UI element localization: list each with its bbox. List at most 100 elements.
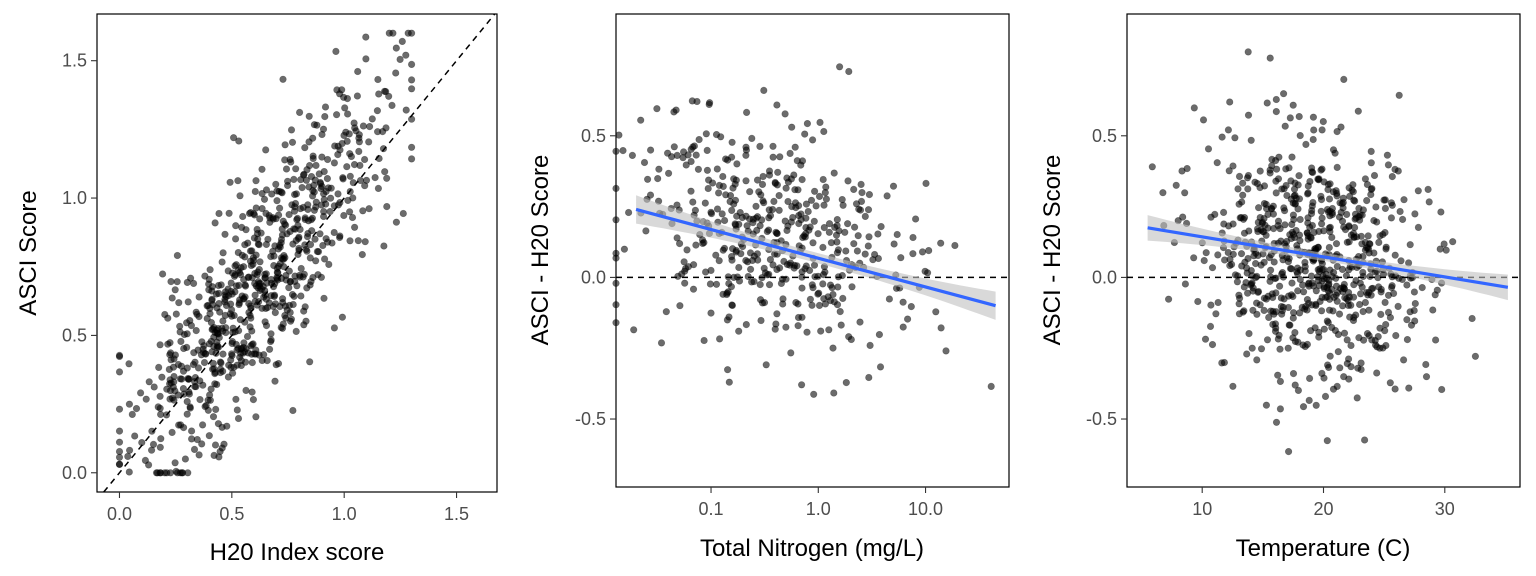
data-point	[241, 281, 249, 289]
data-point	[1218, 133, 1226, 141]
data-point	[1325, 195, 1334, 203]
data-point	[807, 196, 816, 204]
data-point	[1411, 210, 1419, 218]
data-point	[847, 335, 855, 344]
data-point	[923, 269, 932, 277]
data-point	[1214, 298, 1222, 307]
data-point	[248, 359, 256, 367]
data-point	[251, 269, 259, 278]
data-point	[1299, 403, 1308, 411]
data-point	[760, 264, 768, 272]
data-point	[1305, 396, 1313, 405]
data-point	[290, 207, 299, 215]
data-point	[216, 358, 224, 366]
data-point	[675, 240, 684, 248]
data-point	[167, 379, 175, 387]
data-point	[295, 233, 303, 241]
data-point	[746, 265, 755, 273]
data-point	[249, 254, 257, 262]
data-point	[1332, 240, 1341, 248]
data-point	[640, 158, 649, 167]
y-ticks: -0.5 0.0 0.5	[1086, 126, 1127, 429]
data-point	[278, 324, 287, 332]
data-point	[1295, 112, 1303, 121]
data-point	[115, 368, 124, 376]
data-point	[689, 198, 697, 206]
data-point	[1278, 185, 1286, 193]
data-point	[1279, 90, 1288, 98]
data-point	[212, 405, 220, 414]
data-point	[1190, 104, 1198, 112]
data-point	[1226, 262, 1234, 270]
data-point	[705, 99, 714, 107]
data-point	[1387, 214, 1395, 222]
data-point	[715, 257, 723, 265]
data-point	[786, 259, 795, 267]
data-point	[732, 248, 740, 256]
x-tick-label: 0.5	[219, 504, 244, 524]
data-point	[1229, 162, 1237, 170]
data-point	[189, 361, 197, 369]
data-point	[676, 302, 684, 310]
y-ticks: -0.5 0.0 0.5	[575, 126, 616, 429]
data-point	[186, 317, 194, 325]
data-point	[1178, 167, 1186, 175]
data-point	[769, 153, 777, 161]
data-point	[168, 428, 176, 437]
data-point	[885, 295, 894, 303]
data-point	[753, 226, 761, 234]
data-point	[115, 460, 124, 468]
data-point	[243, 332, 252, 341]
data-point	[1410, 306, 1418, 315]
data-point	[166, 395, 174, 403]
data-point	[287, 126, 296, 134]
data-point	[1263, 336, 1272, 344]
data-point	[909, 233, 917, 242]
data-point	[252, 413, 260, 421]
data-point	[667, 153, 676, 161]
data-point	[1345, 222, 1353, 230]
data-point	[1287, 177, 1295, 185]
data-point	[339, 174, 347, 182]
y-tick-label: 1.5	[62, 51, 87, 71]
data-point	[1442, 246, 1450, 254]
data-point	[845, 67, 853, 76]
data-point	[314, 271, 322, 279]
data-point	[1324, 208, 1333, 216]
data-point	[1386, 379, 1394, 387]
data-point	[753, 176, 762, 184]
data-point	[196, 396, 204, 404]
data-point	[903, 315, 912, 323]
data-point	[1291, 200, 1299, 208]
data-point	[1315, 175, 1323, 183]
data-point	[850, 223, 859, 231]
data-point	[1357, 365, 1365, 374]
data-point	[756, 281, 764, 289]
data-point	[299, 203, 307, 211]
y-tick-label: -0.5	[575, 409, 606, 429]
data-point	[763, 271, 772, 279]
data-point	[355, 134, 363, 142]
data-point	[1272, 189, 1280, 197]
data-point	[1346, 192, 1354, 200]
data-point	[157, 435, 165, 443]
data-point	[691, 206, 700, 214]
data-point	[1403, 316, 1411, 324]
data-point	[186, 404, 194, 412]
data-point	[1395, 91, 1403, 99]
data-point	[156, 443, 164, 451]
data-point	[1254, 218, 1262, 226]
data-point	[1274, 217, 1283, 225]
data-point	[1410, 288, 1418, 296]
y-tick-label: 0.5	[581, 126, 606, 146]
data-point	[327, 194, 335, 202]
data-point	[864, 206, 873, 214]
data-point	[1317, 166, 1325, 174]
x-tick-label: 1.5	[444, 504, 469, 524]
data-point	[759, 172, 767, 181]
data-point	[747, 278, 756, 286]
x-ticks: 0.0 0.5 1.0 1.5	[107, 492, 469, 524]
data-point	[254, 240, 262, 248]
data-point	[265, 299, 273, 307]
data-point	[301, 144, 309, 152]
